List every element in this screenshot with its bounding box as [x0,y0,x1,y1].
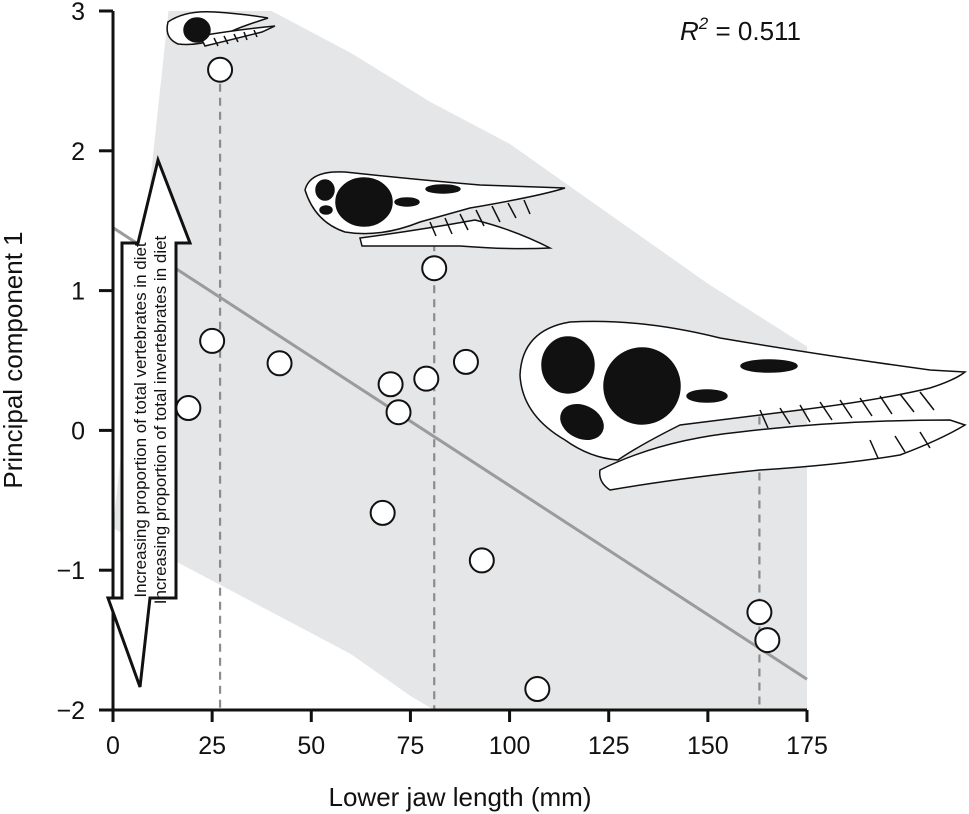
x-tick-label: 75 [397,732,425,760]
data-point [199,327,226,354]
x-axis-title: Lower jaw length (mm) [329,782,592,812]
y-tick-label: 3 [71,0,85,26]
r-squared-superscript: 2 [698,14,709,33]
regression-line-layer [112,226,808,681]
diet-arrow: Increasing proportion of total vertebrat… [105,154,193,688]
x-tick-label: 150 [687,732,729,760]
y-tick-label: 1 [71,278,85,306]
data-point [266,350,293,377]
arrow-label-invertebrates: Increasing proportion of total invertebr… [151,235,170,604]
r-squared-symbol: R [680,16,699,46]
y-tick-label: 0 [71,417,85,445]
data-point [413,365,440,392]
regression-line [112,226,808,681]
data-point [385,399,412,426]
points-layer [175,56,781,703]
y-tick-label: 2 [71,138,85,166]
small-skull-illustration [166,10,276,47]
x-tick-label: 50 [297,732,325,760]
y-tick-label: −2 [56,697,85,725]
data-point [369,499,396,526]
x-tick-label: 25 [198,732,226,760]
r-squared-annotation: R2 = 0.511 [680,14,801,46]
axes-layer: 0 25 50 75 100 125 150 175 −2 −1 0 1 2 3 [56,0,827,760]
large-skull-illustration [519,320,967,491]
data-point [746,599,773,626]
data-point [377,371,404,398]
y-tick-label: −1 [56,557,85,585]
diet-arrow-shape [105,154,193,688]
medium-skull-illustration [304,171,566,250]
data-point [452,348,479,375]
dashed-lines-layer [218,83,761,710]
y-axis-title: Principal component 1 [0,231,28,488]
data-point [175,395,202,422]
x-tick-label: 100 [489,732,531,760]
data-point [468,547,495,574]
x-tick-label: 125 [588,732,630,760]
data-point [421,255,448,282]
data-point [524,676,551,703]
data-point [754,627,781,654]
data-point [207,56,234,83]
x-tick-label: 175 [786,732,828,760]
x-tick-label: 0 [106,732,120,760]
arrow-label-vertebrates: Increasing proportion of total vertebrat… [131,242,150,598]
r-squared-value: = 0.511 [708,16,801,46]
